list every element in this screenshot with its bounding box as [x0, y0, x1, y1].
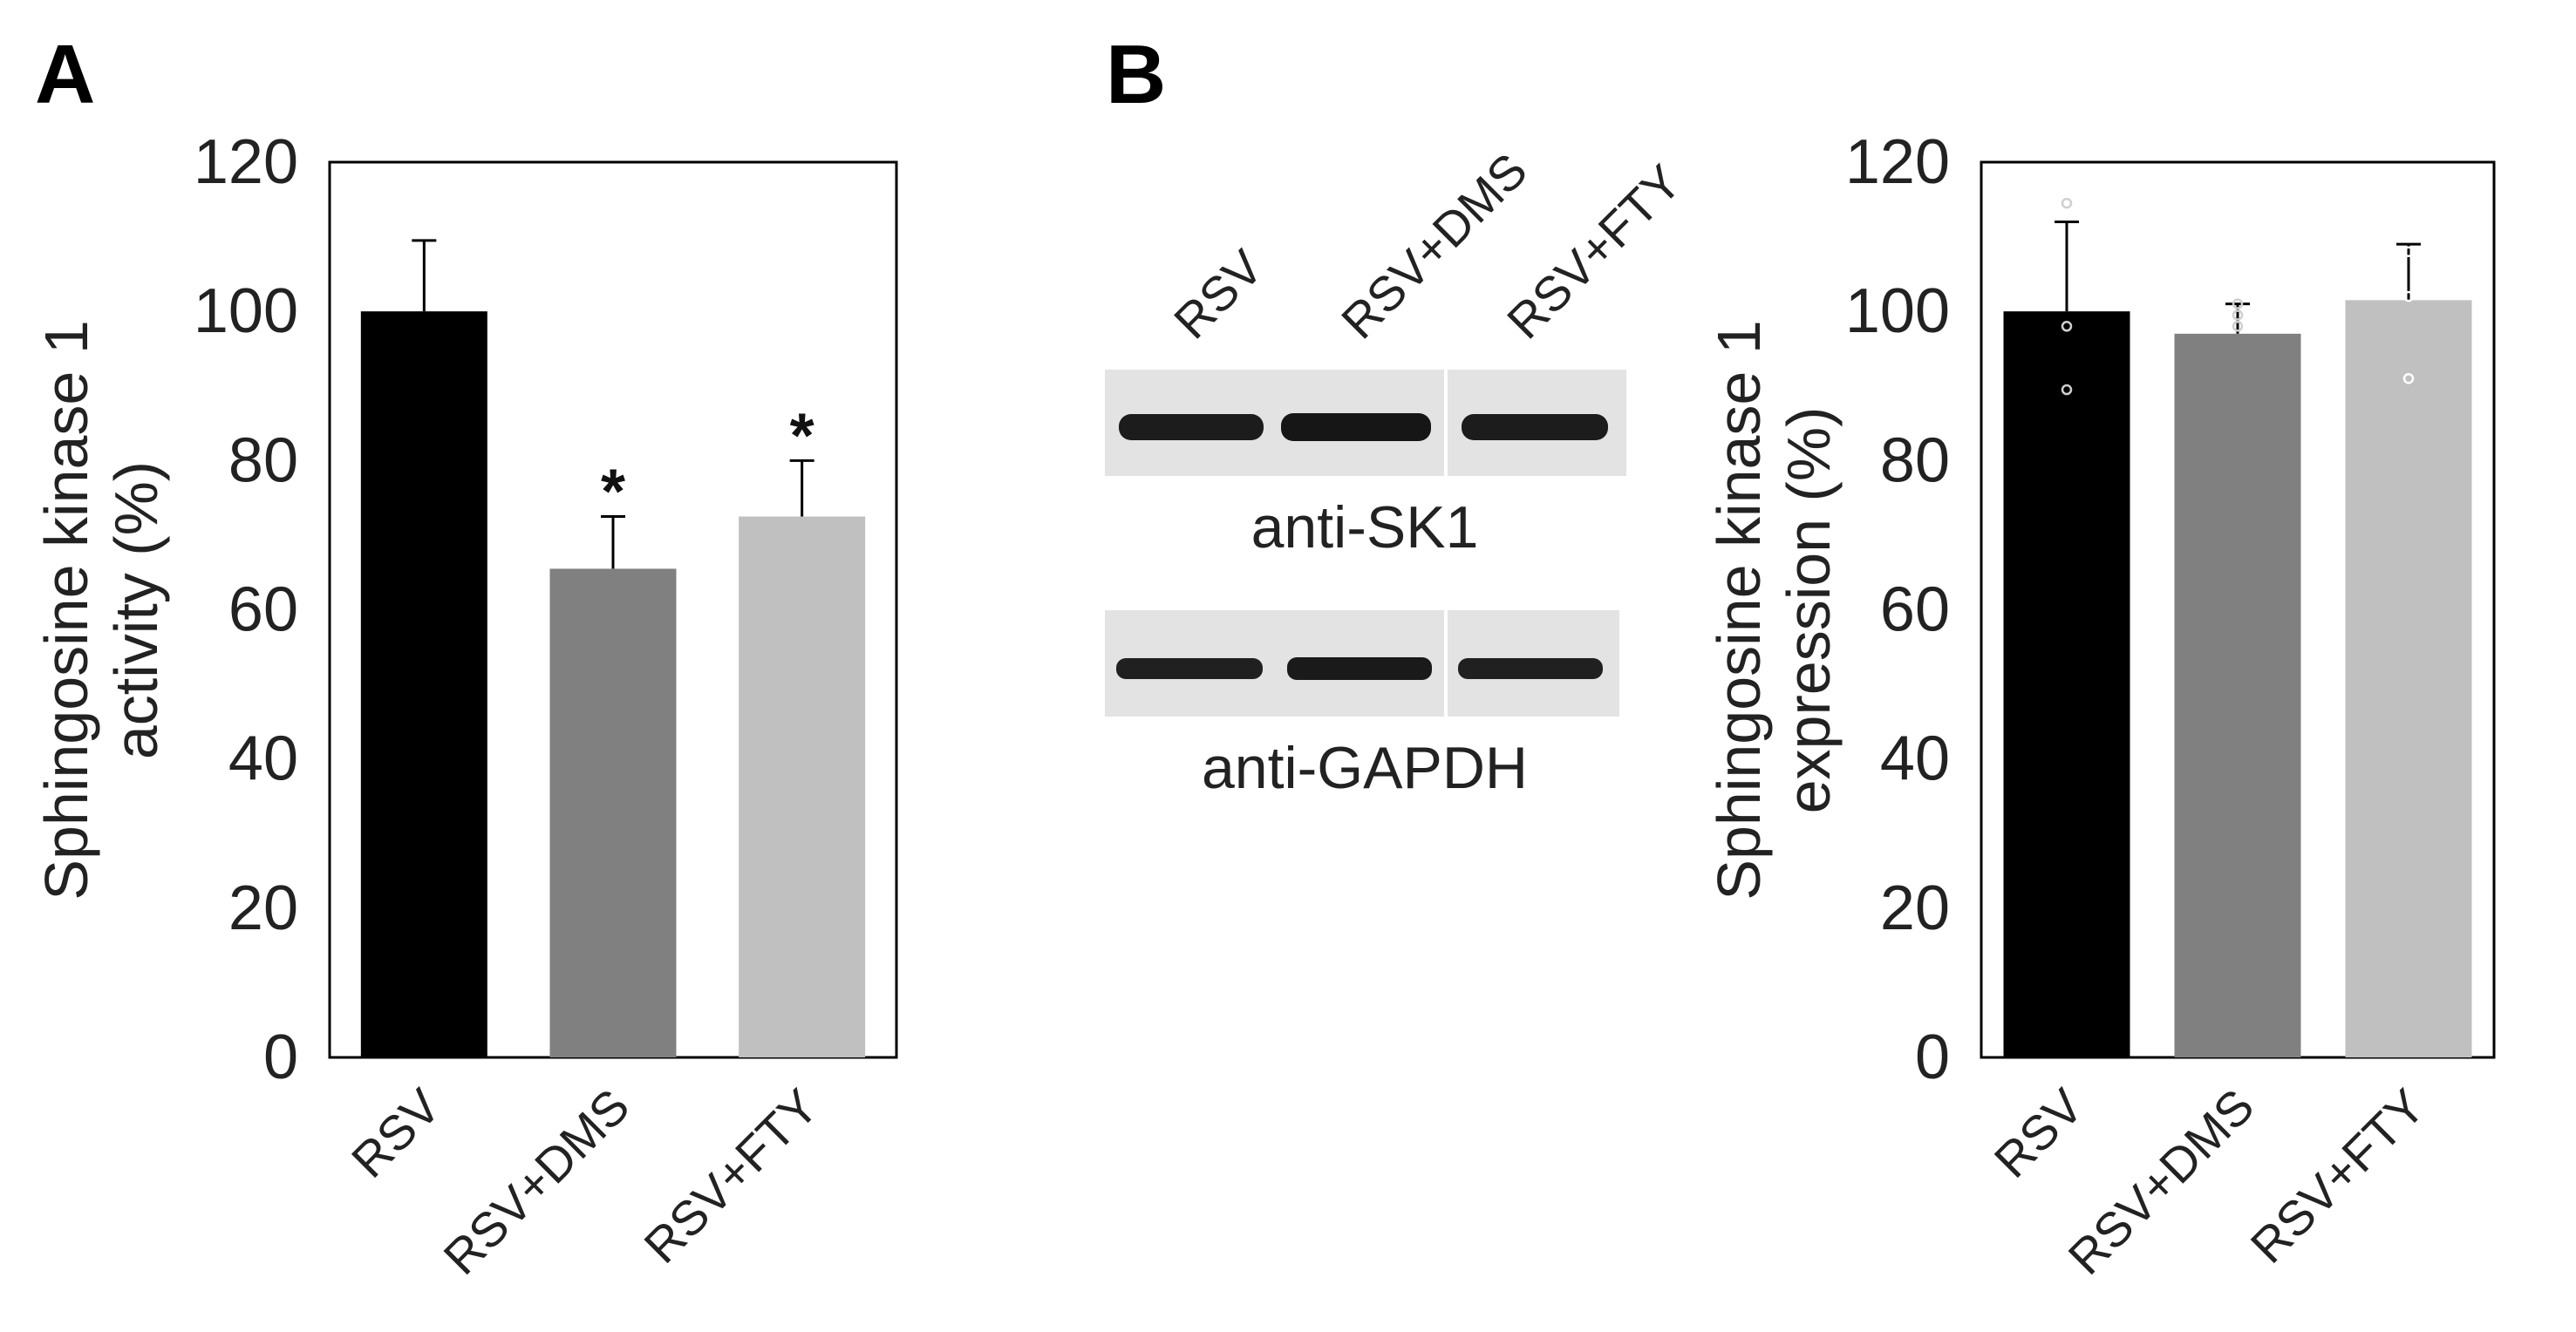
- chartA-ytick-120: 120: [194, 127, 298, 197]
- chart-a-bars: **: [360, 239, 866, 1058]
- chartB-ytick-80: 80: [1880, 425, 1950, 495]
- chartA-xcat-rsv-fty: RSV+FTY: [633, 1078, 828, 1274]
- blot-strip-gapdh: [1105, 610, 1619, 717]
- chartA-bar-rsv: [360, 311, 487, 1058]
- chart-b-bars: [2003, 220, 2472, 1058]
- chartB-point-rsv-dms-1: [2232, 309, 2244, 321]
- chartA-bar-rsv-fty: [739, 516, 866, 1057]
- chartB-ytick-40: 40: [1880, 724, 1950, 794]
- chart-b-y-ticks: 0 20 40 60 80 100 120: [1845, 127, 1950, 1092]
- chartB-ytick-100: 100: [1845, 276, 1950, 346]
- blot-gapdh-label: anti-GAPDH: [1202, 735, 1528, 801]
- blot-sk1-band-dms: [1281, 413, 1431, 441]
- chartA-ytick-40: 40: [228, 724, 298, 794]
- chartB-ytick-60: 60: [1880, 575, 1950, 645]
- chartB-point-rsv-dms-2: [2232, 321, 2244, 332]
- chartB-ytick-20: 20: [1880, 873, 1950, 943]
- chartA-bar-rsv-dms: [549, 568, 677, 1057]
- chartB-xcat-rsv-dms: RSV+DMS: [2057, 1078, 2264, 1285]
- chartA-ytick-0: 0: [263, 1023, 298, 1092]
- chartB-point-rsv-fty-0: [2402, 246, 2415, 257]
- chartB-point-rsv-fty-2: [2402, 372, 2415, 384]
- chartA-significance-rsv-fty: *: [790, 401, 814, 471]
- blot-sk1-band-fty: [1462, 414, 1608, 440]
- chart-a-ylabel-line2: activity (%): [102, 461, 170, 759]
- blot-sk1-label: anti-SK1: [1251, 494, 1479, 561]
- blot-strip-sk1: [1105, 370, 1626, 476]
- chartA-xcat-rsv: RSV: [341, 1077, 451, 1187]
- chartB-ytick-0: 0: [1915, 1023, 1950, 1092]
- chartA-significance-rsv-dms: *: [601, 458, 625, 527]
- chartB-bar-rsv-dms: [2174, 333, 2301, 1057]
- chartA-ytick-60: 60: [228, 575, 298, 645]
- chartA-ytick-20: 20: [228, 873, 298, 943]
- chartB-xcat-rsv-fty: RSV+FTY: [2240, 1078, 2436, 1274]
- chartB-bar-rsv-fty: [2345, 300, 2472, 1057]
- chartB-point-rsv-2: [2061, 384, 2073, 396]
- chartB-point-rsv-0: [2061, 197, 2073, 209]
- chart-a-ylabel-line1: Sphingosine kinase 1: [32, 320, 100, 900]
- blot-gapdh-band-fty: [1458, 658, 1603, 679]
- chartA-ytick-100: 100: [194, 276, 298, 346]
- panel-letter-a: A: [35, 28, 95, 121]
- chartB-point-rsv-1: [2061, 321, 2073, 332]
- chartB-point-rsv-fty-1: [2402, 290, 2415, 302]
- chartA-xcat-rsv-dms: RSV+DMS: [433, 1078, 639, 1285]
- chartB-bar-rsv: [2003, 311, 2130, 1058]
- chart-b-ylabel-line2: expression (%): [1775, 407, 1843, 814]
- blot-gapdh-band-rsv: [1116, 658, 1263, 679]
- blot-gapdh-band-dms: [1287, 657, 1432, 680]
- chartB-point-rsv-dms-0: [2232, 298, 2244, 309]
- chartB-ytick-120: 120: [1845, 127, 1950, 197]
- chartA-ytick-80: 80: [228, 425, 298, 495]
- chartB-xcat-rsv: RSV: [1984, 1077, 2094, 1187]
- blot-lane-label-rsv: RSV: [1163, 239, 1273, 349]
- chart-b-data-points: [2061, 197, 2415, 396]
- chart-b-ylabel-line1: Sphingosine kinase 1: [1705, 320, 1773, 900]
- blot-sk1-band-rsv: [1119, 414, 1264, 440]
- chart-a-y-ticks: 0 20 40 60 80 100 120: [194, 127, 298, 1092]
- panel-letter-b: B: [1106, 28, 1166, 121]
